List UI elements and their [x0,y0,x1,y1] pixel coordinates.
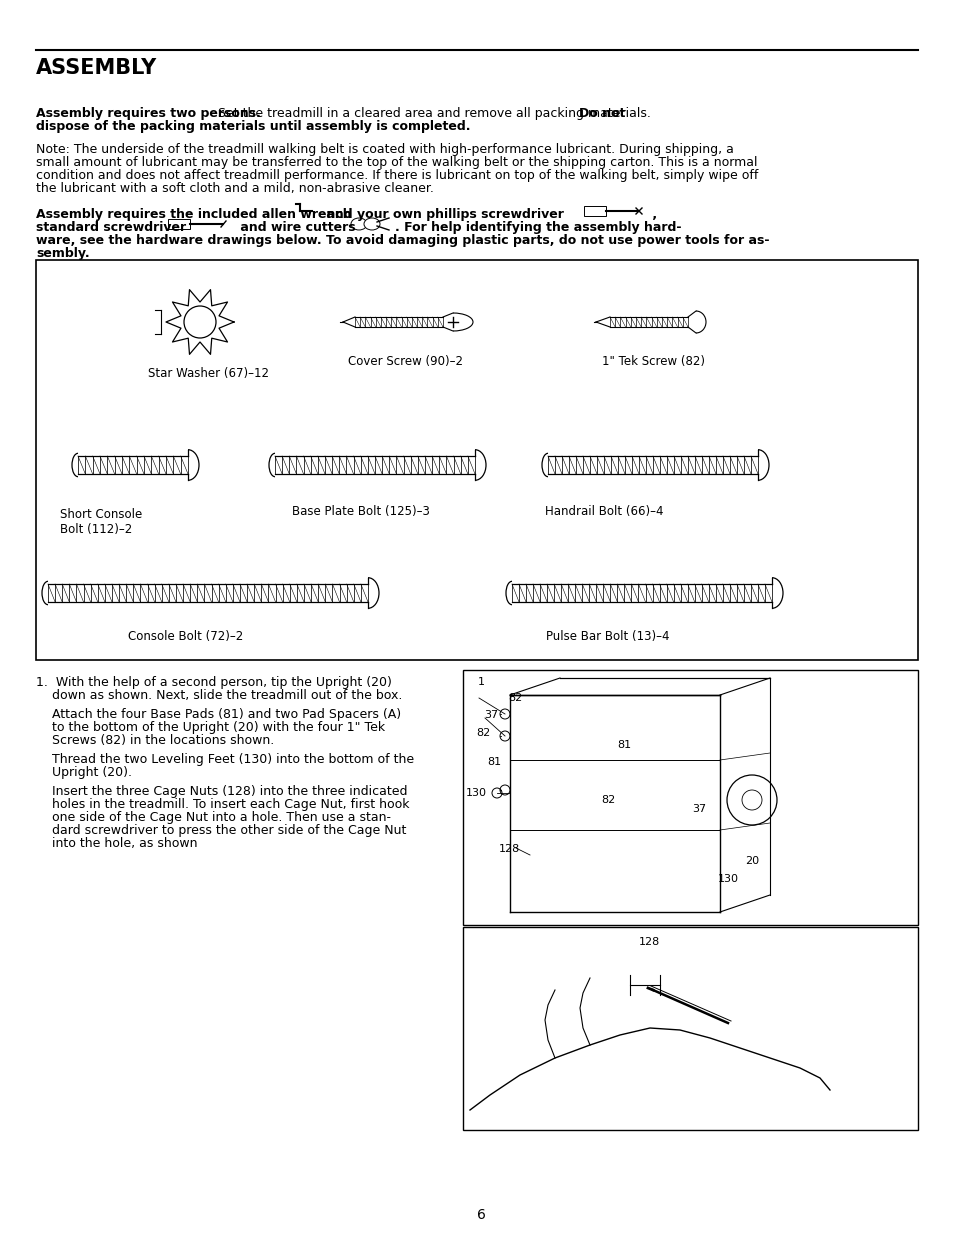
Text: Cover Screw (90)–2: Cover Screw (90)–2 [348,354,462,368]
Text: 81: 81 [617,740,631,750]
Text: Assembly requires two persons.: Assembly requires two persons. [36,107,260,120]
Text: 82: 82 [507,693,521,703]
Text: ,: , [647,207,657,221]
Text: one side of the Cage Nut into a hole. Then use a stan-: one side of the Cage Nut into a hole. Th… [52,811,391,824]
Text: 128: 128 [498,844,519,853]
Ellipse shape [351,219,367,230]
Text: small amount of lubricant may be transferred to the top of the walking belt or t: small amount of lubricant may be transfe… [36,156,757,169]
Bar [168,219,190,228]
Text: 1.  With the help of a second person, tip the Upright (20): 1. With the help of a second person, tip… [36,676,392,689]
Bar [462,671,917,925]
Text: and wire cutters: and wire cutters [235,221,355,233]
Text: 1: 1 [477,677,484,687]
Text: into the hole, as shown: into the hole, as shown [52,837,197,850]
Text: Base Plate Bolt (125)–3: Base Plate Bolt (125)–3 [292,505,430,517]
Text: Insert the three Cage Nuts (128) into the three indicated: Insert the three Cage Nuts (128) into th… [52,785,407,798]
Bar [36,261,917,659]
Text: Screws (82) in the locations shown.: Screws (82) in the locations shown. [52,734,274,747]
Bar [583,206,605,216]
Text: Upright (20).: Upright (20). [52,766,132,779]
Text: 1" Tek Screw (82): 1" Tek Screw (82) [601,354,704,368]
Text: holes in the treadmill. To insert each Cage Nut, first hook: holes in the treadmill. To insert each C… [52,798,409,811]
Text: 82: 82 [600,795,615,805]
Text: 20: 20 [744,856,759,866]
Bar [462,927,917,1130]
Ellipse shape [364,219,379,230]
Text: 81: 81 [486,757,500,767]
Text: 82: 82 [476,727,490,739]
Text: sembly.: sembly. [36,247,90,261]
Text: and your own phillips screwdriver: and your own phillips screwdriver [322,207,563,221]
Text: 6: 6 [476,1208,485,1221]
Text: dard screwdriver to press the other side of the Cage Nut: dard screwdriver to press the other side… [52,824,406,837]
Text: ASSEMBLY: ASSEMBLY [36,58,157,78]
Text: standard screwdriver: standard screwdriver [36,221,186,233]
Text: Attach the four Base Pads (81) and two Pad Spacers (A): Attach the four Base Pads (81) and two P… [52,708,400,721]
Text: Note: The underside of the treadmill walking belt is coated with high-performanc: Note: The underside of the treadmill wal… [36,143,733,156]
Text: 37: 37 [483,710,497,720]
Text: Pulse Bar Bolt (13)–4: Pulse Bar Bolt (13)–4 [545,630,669,643]
Text: Thread the two Leveling Feet (130) into the bottom of the: Thread the two Leveling Feet (130) into … [52,753,414,766]
Text: Console Bolt (72)–2: Console Bolt (72)–2 [128,630,243,643]
Text: 37: 37 [691,804,705,814]
Text: Short Console
Bolt (112)–2: Short Console Bolt (112)–2 [60,508,142,536]
Text: . For help identifying the assembly hard-: . For help identifying the assembly hard… [395,221,680,233]
Text: 130: 130 [718,874,739,884]
Text: Assembly requires the included allen wrench: Assembly requires the included allen wre… [36,207,352,221]
Text: Star Washer (67)–12: Star Washer (67)–12 [148,367,269,380]
Text: Set the treadmill in a cleared area and remove all packing materials.: Set the treadmill in a cleared area and … [213,107,654,120]
Text: the lubricant with a soft cloth and a mild, non-abrasive cleaner.: the lubricant with a soft cloth and a mi… [36,182,434,195]
Text: 128: 128 [639,937,659,947]
Text: Do not: Do not [578,107,625,120]
Text: condition and does not affect treadmill performance. If there is lubricant on to: condition and does not affect treadmill … [36,169,758,182]
Text: down as shown. Next, slide the treadmill out of the box.: down as shown. Next, slide the treadmill… [52,689,402,701]
Text: to the bottom of the Upright (20) with the four 1" Tek: to the bottom of the Upright (20) with t… [52,721,385,734]
Text: dispose of the packing materials until assembly is completed.: dispose of the packing materials until a… [36,120,470,133]
Text: ware, see the hardware drawings below. To avoid damaging plastic parts, do not u: ware, see the hardware drawings below. T… [36,233,769,247]
Text: 130: 130 [465,788,486,798]
Text: Handrail Bolt (66)–4: Handrail Bolt (66)–4 [544,505,662,517]
